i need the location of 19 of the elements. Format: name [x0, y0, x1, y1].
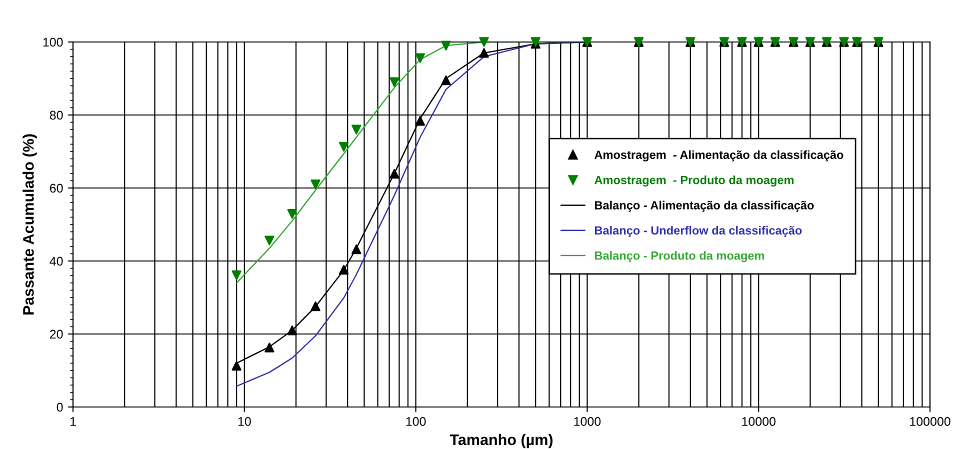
legend-label: Balanço - Underflow da classificação — [595, 226, 802, 237]
y-tick-label: 0 — [56, 402, 63, 412]
y-axis-title: Passante Acumulado (%) — [22, 134, 37, 314]
x-tick-label: 1 — [70, 417, 76, 426]
legend-label: Balanço - Produto da moagem — [595, 251, 764, 262]
legend-label: Amostragem - Alimentação da classificação — [594, 150, 844, 162]
y-tick-label: 40 — [50, 256, 63, 266]
y-tick-label: 60 — [50, 184, 63, 193]
x-tick-label: 10000 — [742, 417, 776, 426]
y-tick-label: 80 — [50, 110, 63, 120]
legend-label: Balanço - Alimentação da classificação — [595, 200, 814, 212]
y-tick-label: 100 — [43, 38, 63, 47]
legend-label: Amostragem - Produto da moagem — [594, 176, 794, 187]
y-tick-label: 20 — [50, 330, 63, 339]
x-tick-label: 1000 — [574, 417, 601, 426]
x-tick-label: 100 — [406, 417, 426, 426]
x-tick-label: 100000 — [910, 417, 950, 426]
x-axis-title: Tamanho (µm) — [450, 434, 553, 448]
x-tick-label: 10 — [238, 417, 251, 426]
